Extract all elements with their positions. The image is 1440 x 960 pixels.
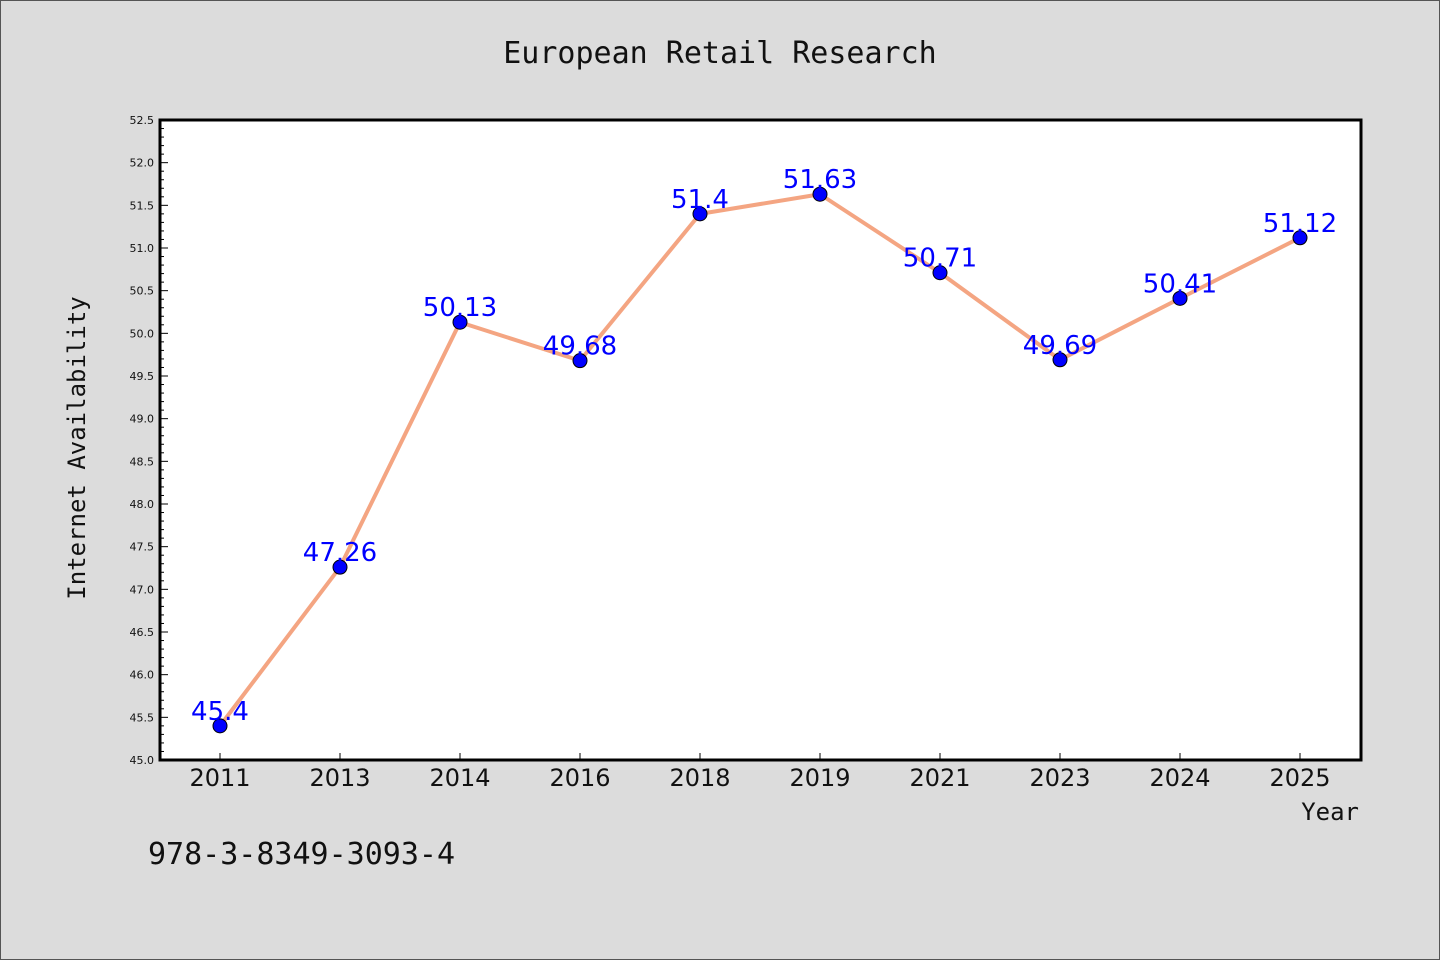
data-point	[332, 559, 348, 575]
data-label: 47.26	[303, 538, 377, 568]
data-point	[692, 206, 708, 222]
y-axis-title: Internet Availability	[63, 296, 91, 599]
y-tick-label: 46.0	[130, 669, 155, 682]
data-points	[212, 186, 1308, 734]
data-label: 50.71	[903, 244, 977, 274]
series-line	[218, 192, 1301, 728]
y-tick-label: 51.5	[130, 199, 155, 212]
y-tick-label: 48.5	[130, 455, 155, 468]
x-tick-label: 2024	[1149, 764, 1210, 792]
y-tick-label: 45.5	[130, 711, 155, 724]
data-point	[932, 265, 948, 281]
x-tick-label: 2011	[189, 764, 250, 792]
isbn-annotation: 978-3-8349-3093-4	[148, 837, 455, 872]
y-tick-label: 50.5	[130, 285, 155, 298]
y-tick-label: 46.5	[130, 626, 155, 639]
x-tick-label: 2018	[669, 764, 730, 792]
y-tick-label: 47.5	[130, 541, 155, 554]
y-axis: 45.0 45.5 46.0 46.5 47.0 47.5 48.0 48.5 49.0 49.5…	[130, 114, 168, 767]
data-label: 45.4	[191, 697, 249, 727]
data-label: 49.68	[543, 332, 617, 362]
data-point	[1292, 230, 1308, 246]
y-tick-label: 51.0	[130, 242, 155, 255]
data-label: 49.69	[1023, 331, 1097, 361]
data-label: 51.4	[671, 185, 729, 215]
y-tick-label: 49.5	[130, 370, 155, 383]
data-labels: 45.4 47.26 50.13 49.68 51.4 51.63 50.71 49.69 50…	[191, 165, 1337, 727]
x-axis-title: Year	[1301, 798, 1359, 826]
chart-title: European Retail Research	[503, 36, 936, 71]
x-tick-label: 2016	[549, 764, 610, 792]
y-tick-label: 49.0	[130, 413, 155, 426]
y-tick-label: 52.0	[130, 157, 155, 170]
data-point	[1052, 352, 1068, 368]
data-label: 50.41	[1143, 269, 1217, 299]
series-line-path	[218, 192, 1301, 728]
data-label: 51.12	[1263, 209, 1337, 239]
data-point	[212, 718, 228, 734]
data-point	[572, 353, 588, 369]
plot-area	[158, 118, 1363, 762]
y-tick-label: 47.0	[130, 583, 155, 596]
y-tick-label: 52.5	[130, 114, 155, 127]
x-axis: 2011 2013 2014 2016 2018 2019 2021 2023 2024 2025	[189, 753, 1331, 792]
data-point	[812, 186, 828, 202]
x-tick-label: 2014	[429, 764, 490, 792]
y-tick-label: 48.0	[130, 498, 155, 511]
y-tick-label: 45.0	[130, 754, 155, 767]
y-tick-label: 50.0	[130, 327, 155, 340]
data-point	[1172, 290, 1188, 306]
x-tick-label: 2021	[909, 764, 970, 792]
x-tick-label: 2019	[789, 764, 850, 792]
data-label: 50.13	[423, 293, 497, 323]
x-tick-label: 2023	[1029, 764, 1090, 792]
x-tick-label: 2025	[1269, 764, 1330, 792]
data-point	[452, 314, 468, 330]
x-tick-label: 2013	[309, 764, 370, 792]
data-label: 51.63	[783, 165, 857, 195]
